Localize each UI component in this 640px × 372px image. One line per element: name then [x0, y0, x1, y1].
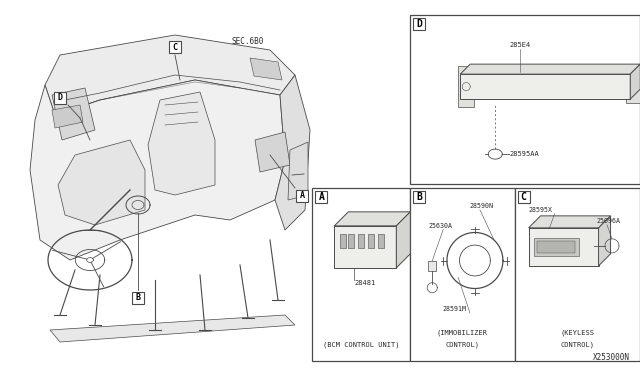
Bar: [378, 234, 384, 248]
Polygon shape: [630, 64, 640, 99]
Text: A: A: [318, 192, 324, 202]
Text: SEC.6B0: SEC.6B0: [232, 38, 264, 46]
Bar: [316, 191, 327, 203]
Bar: [410, 188, 515, 361]
Bar: [369, 234, 374, 248]
Text: CONTROL): CONTROL): [445, 341, 479, 348]
Bar: [518, 191, 529, 203]
Polygon shape: [275, 75, 310, 230]
Text: 28590N: 28590N: [470, 203, 494, 209]
Text: 25096A: 25096A: [596, 218, 620, 224]
Bar: [413, 191, 425, 203]
Polygon shape: [255, 132, 290, 172]
Text: D: D: [416, 19, 422, 29]
Bar: [54, 92, 66, 104]
Bar: [410, 15, 640, 184]
Text: (IMMOBILIZER: (IMMOBILIZER: [437, 330, 488, 336]
Polygon shape: [30, 80, 285, 260]
Polygon shape: [250, 58, 282, 80]
Bar: [296, 190, 308, 202]
Polygon shape: [50, 315, 295, 342]
Text: 28595X: 28595X: [529, 207, 552, 213]
Text: CONTROL): CONTROL): [560, 341, 595, 348]
Polygon shape: [58, 140, 145, 225]
Text: 28595AA: 28595AA: [509, 151, 539, 157]
Polygon shape: [45, 35, 295, 115]
Bar: [428, 261, 436, 271]
Polygon shape: [52, 88, 95, 140]
Bar: [340, 234, 346, 248]
Text: A: A: [300, 192, 305, 201]
Polygon shape: [529, 216, 611, 228]
Text: B: B: [416, 192, 422, 202]
Text: X253000N: X253000N: [593, 353, 630, 362]
Polygon shape: [334, 212, 410, 226]
Text: (BCM CONTROL UNIT): (BCM CONTROL UNIT): [323, 341, 399, 348]
Bar: [312, 188, 410, 361]
Bar: [529, 228, 598, 266]
Bar: [460, 74, 630, 99]
Bar: [536, 241, 575, 253]
Bar: [132, 292, 144, 304]
Text: B: B: [136, 294, 141, 302]
Text: 28481: 28481: [355, 280, 376, 286]
Text: 28591M: 28591M: [443, 306, 467, 312]
Polygon shape: [460, 64, 640, 74]
Text: 25630A: 25630A: [428, 223, 452, 229]
Text: C: C: [173, 42, 177, 51]
Text: (KEYLESS: (KEYLESS: [560, 330, 595, 336]
Polygon shape: [598, 216, 611, 266]
Bar: [458, 66, 474, 107]
Bar: [534, 238, 579, 256]
Bar: [358, 234, 364, 248]
Bar: [334, 226, 396, 268]
Bar: [169, 41, 181, 53]
Bar: [626, 70, 640, 103]
Text: D: D: [58, 93, 63, 103]
Text: C: C: [520, 192, 527, 202]
Bar: [515, 188, 640, 361]
Text: 285E4: 285E4: [509, 42, 531, 48]
Polygon shape: [288, 142, 308, 200]
Bar: [348, 234, 355, 248]
Polygon shape: [396, 212, 410, 268]
Bar: [413, 18, 425, 30]
Polygon shape: [52, 105, 83, 128]
Polygon shape: [148, 92, 215, 195]
